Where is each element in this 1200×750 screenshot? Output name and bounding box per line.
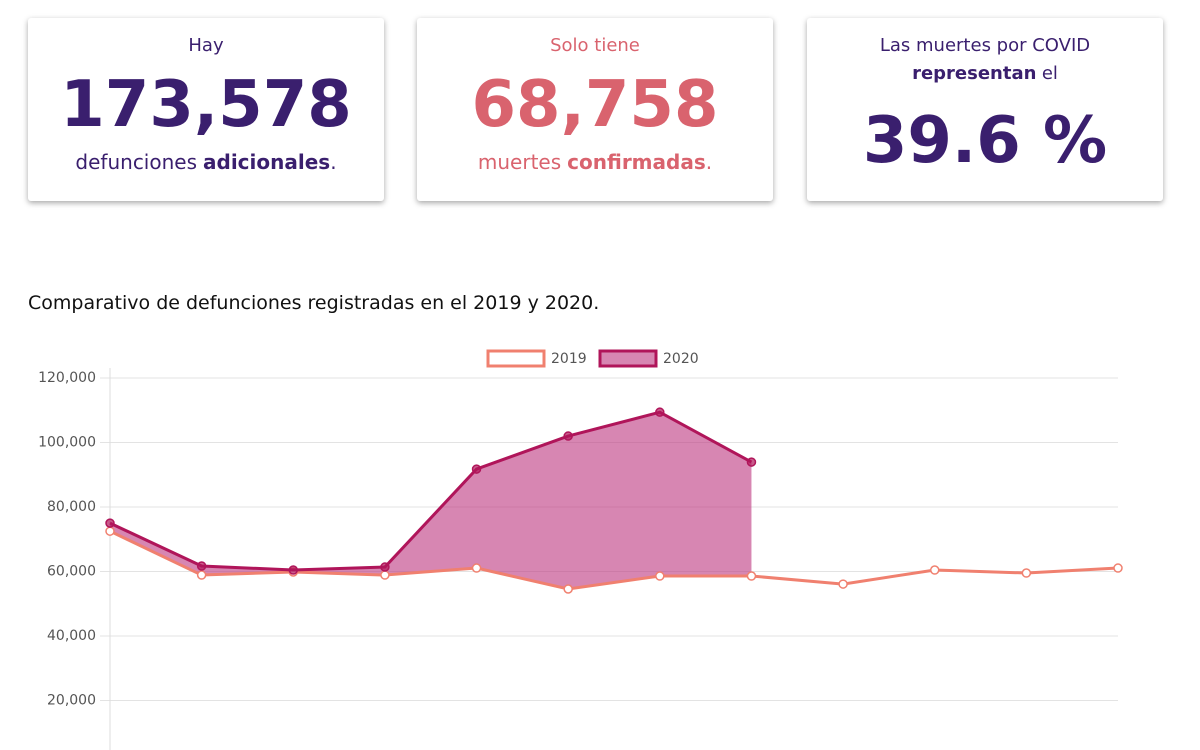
legend-label: 2020 — [663, 351, 699, 367]
data-point — [1113, 563, 1123, 573]
legend-label: 2019 — [551, 351, 587, 367]
bold-text: confirmadas — [567, 150, 706, 174]
card-bottom: muertes confirmadas. — [417, 150, 773, 174]
y-tick-label: 20,000 — [47, 693, 96, 709]
data-point — [380, 562, 390, 572]
bold-text: adicionales — [203, 150, 331, 174]
data-point — [838, 579, 848, 589]
card-bottom: defunciones adicionales. — [28, 150, 384, 174]
data-point — [105, 526, 115, 536]
y-tick-label: 80,000 — [47, 499, 96, 515]
stat-card: Solo tiene 68,758 muertes confirmadas. — [417, 18, 773, 201]
text: Las muertes por COVID — [879, 35, 1091, 56]
text: defunciones — [75, 150, 198, 174]
text: . — [705, 150, 713, 174]
stat-card: Las muertes por COVID representan el 39.6 … — [807, 18, 1163, 201]
legend-swatch — [598, 349, 658, 368]
data-point — [471, 464, 482, 474]
card-number: 68,758 — [471, 68, 719, 142]
data-point — [746, 571, 757, 581]
card-top: Hay — [188, 35, 224, 56]
data-point — [929, 565, 940, 575]
y-tick-label: 120,000 — [38, 370, 96, 386]
stat-card: Hay 173,578 defunciones adicionales. — [28, 18, 384, 201]
data-point — [105, 518, 115, 528]
chart: 20,000 40,000 60,000 80,000 100,000 120,000 20… — [38, 349, 1123, 750]
bold-text: representan — [912, 63, 1037, 84]
data-point — [563, 584, 573, 594]
card-top: Solo tiene — [550, 35, 640, 56]
text: . — [330, 150, 337, 174]
area-fill — [110, 412, 752, 590]
data-point — [1021, 568, 1032, 578]
data-point — [655, 407, 665, 417]
legend-swatch — [486, 349, 546, 368]
data-point — [563, 431, 573, 441]
data-point — [196, 561, 207, 571]
card-number: 173,578 — [60, 68, 352, 142]
series-line — [109, 529, 1119, 591]
card-top: Las muertes por COVID representan el — [807, 32, 1163, 88]
data-point — [746, 457, 757, 467]
y-tick-label: 60,000 — [47, 564, 96, 580]
data-point — [655, 571, 665, 581]
text: muertes — [477, 150, 562, 174]
y-tick-label: 40,000 — [47, 628, 96, 644]
data-point — [288, 565, 299, 575]
text: el — [1041, 63, 1058, 84]
card-number: 39.6 % — [862, 104, 1108, 178]
chart-title: Comparativo de defunciones registradas e… — [28, 292, 600, 314]
data-point — [196, 570, 207, 580]
y-tick-label: 100,000 — [38, 435, 96, 451]
series-line — [109, 410, 753, 572]
data-point — [380, 570, 390, 580]
data-point — [471, 563, 482, 573]
